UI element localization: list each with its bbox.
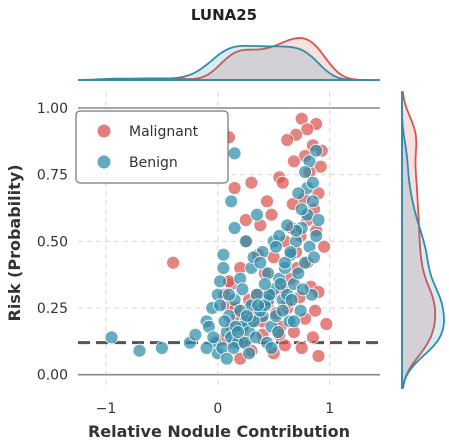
- benign-point: [295, 282, 310, 297]
- x-tick-label: 0: [213, 401, 222, 417]
- malignant-point: [308, 303, 323, 318]
- benign-point: [238, 234, 253, 249]
- benign-point: [280, 218, 295, 233]
- legend-label-malignant: Malignant: [129, 124, 199, 140]
- benign-point: [277, 255, 292, 270]
- benign-point: [253, 255, 268, 270]
- benign-point: [305, 194, 320, 209]
- benign-point: [273, 277, 288, 291]
- benign-point: [251, 298, 266, 313]
- benign-point: [199, 341, 214, 355]
- benign-point: [242, 346, 257, 361]
- malignant-point: [294, 111, 309, 126]
- benign-point: [286, 314, 301, 329]
- benign-point: [230, 325, 245, 339]
- benign-point: [216, 247, 231, 262]
- top-marginal-density: [77, 37, 380, 81]
- legend-frame: [75, 110, 229, 184]
- benign-point: [305, 175, 320, 190]
- malignant-point: [317, 239, 332, 254]
- benign-point: [294, 202, 309, 217]
- benign-point: [213, 274, 228, 289]
- x-axis-label: Relative Nodule Contribution: [88, 422, 350, 441]
- benign-point: [309, 143, 324, 158]
- top-density-benign: [77, 44, 380, 81]
- x-tick-label: 1: [325, 401, 334, 417]
- malignant-point: [227, 181, 242, 195]
- benign-point: [188, 327, 203, 342]
- benign-point: [275, 303, 290, 318]
- benign-point: [250, 207, 264, 222]
- right-marginal-density: [401, 91, 445, 389]
- benign-point: [284, 293, 299, 307]
- benign-point: [213, 298, 228, 313]
- benign-point: [154, 341, 169, 355]
- benign-point: [271, 325, 286, 339]
- malignant-point: [300, 122, 315, 137]
- benign-point: [217, 314, 232, 329]
- x-axis-ticks: −1 0 1: [96, 401, 334, 417]
- malignant-point: [319, 317, 334, 331]
- malignant-point: [277, 338, 292, 353]
- legend-marker-malignant: [96, 123, 112, 139]
- malignant-point: [166, 255, 181, 270]
- y-tick-label: 0.50: [37, 234, 68, 250]
- y-tick-label: 0.00: [37, 368, 68, 384]
- chart-title: LUNA25: [191, 6, 257, 24]
- benign-point: [206, 330, 221, 345]
- benign-point: [216, 261, 231, 275]
- benign-point: [283, 245, 298, 259]
- benign-point: [219, 351, 234, 366]
- malignant-point: [286, 154, 301, 169]
- malignant-point: [280, 133, 295, 147]
- y-axis-label: Risk (Probability): [5, 164, 24, 321]
- benign-point: [291, 266, 306, 281]
- malignant-point: [244, 175, 259, 190]
- right-density-benign: [401, 92, 445, 389]
- malignant-point: [264, 207, 279, 222]
- y-tick-label: 0.75: [37, 168, 68, 184]
- benign-point: [264, 341, 279, 355]
- benign-point: [132, 343, 147, 358]
- benign-point: [291, 186, 306, 201]
- benign-point: [227, 221, 242, 235]
- malignant-point: [313, 159, 328, 174]
- benign-point: [235, 282, 250, 297]
- benign-point: [104, 330, 119, 345]
- benign-point: [224, 194, 239, 209]
- benign-point: [227, 146, 242, 161]
- benign-point: [226, 341, 241, 355]
- y-tick-label: 0.25: [37, 301, 68, 317]
- y-axis-ticks: 0.00 0.25 0.50 0.75 1.00: [37, 101, 68, 384]
- benign-point: [257, 277, 272, 291]
- benign-point: [309, 229, 324, 243]
- benign-point: [311, 213, 326, 227]
- benign-point: [293, 303, 308, 318]
- legend-label-benign: Benign: [129, 155, 178, 171]
- malignant-point: [294, 341, 309, 355]
- benign-point: [248, 330, 263, 345]
- malignant-point: [260, 194, 274, 209]
- scatter-points: [104, 111, 334, 366]
- legend-marker-benign: [96, 154, 112, 170]
- benign-point: [269, 239, 283, 254]
- malignant-point: [305, 330, 320, 345]
- malignant-point: [275, 175, 290, 190]
- benign-point: [307, 250, 321, 265]
- right-density-malignant: [401, 91, 437, 389]
- malignant-point: [238, 213, 253, 227]
- malignant-point: [311, 349, 326, 363]
- legend: Malignant Benign: [75, 110, 229, 184]
- benign-point: [298, 165, 313, 179]
- benign-point: [222, 287, 236, 302]
- x-tick-label: −1: [96, 401, 117, 417]
- benign-point: [239, 309, 254, 323]
- y-tick-label: 1.00: [37, 101, 68, 117]
